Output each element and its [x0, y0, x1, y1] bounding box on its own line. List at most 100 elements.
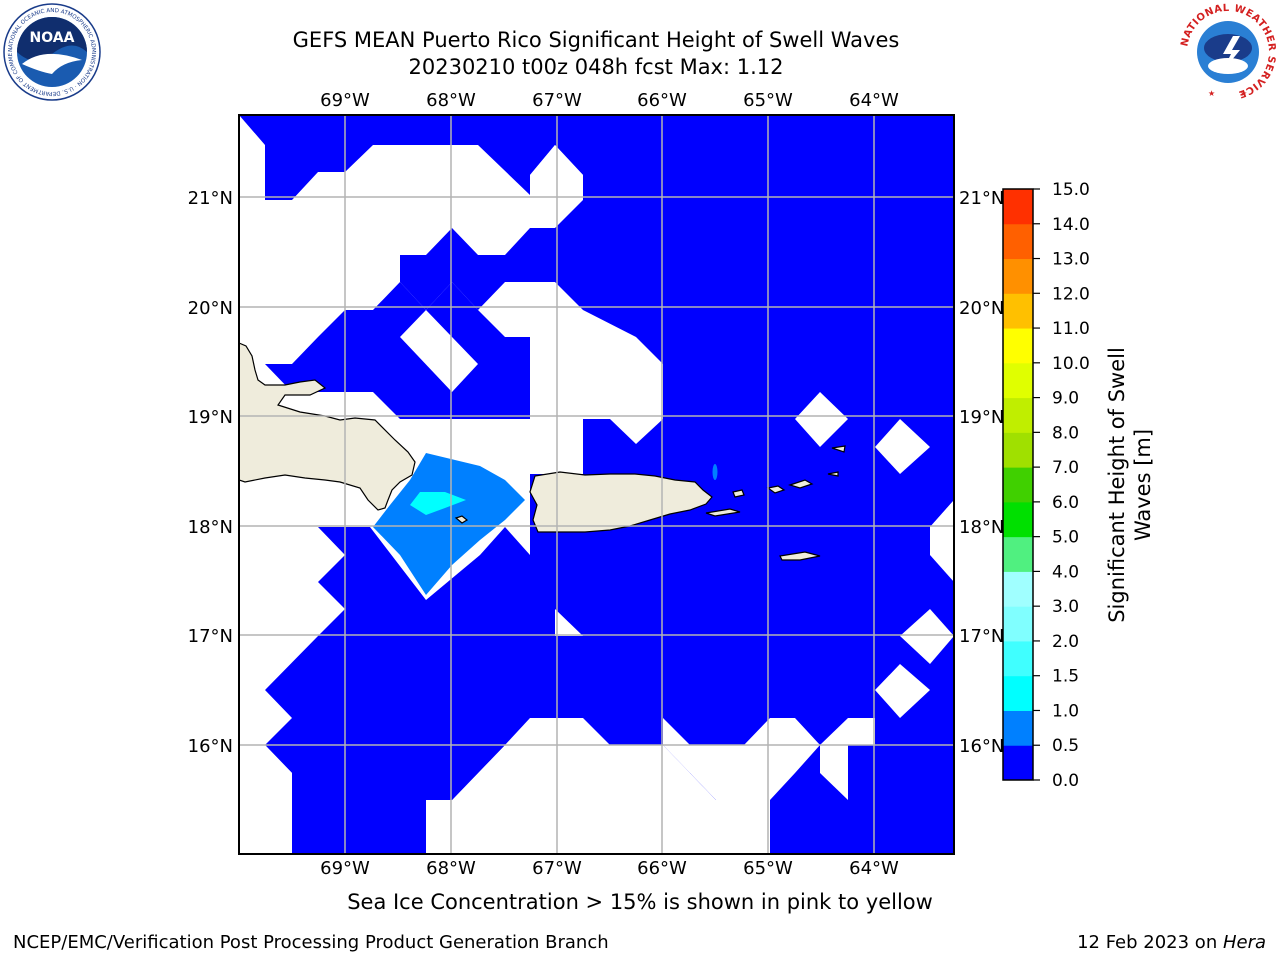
chart-subtitle: 20230210 t00z 048h fcst Max: 1.12: [408, 55, 784, 79]
lat-tick-right: 16°N: [959, 736, 1004, 757]
chart-title: GEFS MEAN Puerto Rico Significant Height…: [292, 28, 900, 52]
hole-2: [795, 392, 848, 447]
colorbar-tick-label: 11.0: [1052, 319, 1090, 339]
footer-date-text: 12 Feb 2023 on: [1077, 932, 1223, 953]
lat-tick-left: 18°N: [188, 517, 233, 538]
colorbar-tick-label: 7.0: [1052, 458, 1079, 478]
lon-tick-bottom: 64°W: [849, 858, 899, 879]
colorbar-title-line1: Significant Height of Swell: [1105, 347, 1129, 623]
gridlines: [239, 115, 954, 854]
vieques: [705, 508, 741, 517]
lon-tick-top: 69°W: [320, 90, 370, 111]
colorbar: 0.0 0.5 1.0 1.5 2.0 3.0 4.0 5.0 6.0 7.0 8.0 9.0 10.0…: [1002, 180, 1090, 791]
hole-13: [820, 718, 848, 800]
noaa-logo: NATIONAL OCEANIC AND ATMOSPHERIC ADMINIS…: [2, 2, 101, 101]
colorbar-segment: [1003, 606, 1033, 642]
noaa-logo-text: NOAA: [30, 30, 75, 46]
colorbar-segment: [1003, 745, 1033, 781]
lat-tick-left: 19°N: [188, 407, 233, 428]
colorbar-segment: [1003, 501, 1033, 538]
colorbar-tick-label: 0.0: [1052, 771, 1079, 791]
land-masses: [238, 342, 846, 561]
colorbar-segment: [1003, 223, 1033, 260]
st-john: [766, 485, 786, 494]
colorbar-tick-label: 9.0: [1052, 389, 1079, 409]
hole-12: [848, 718, 875, 745]
colorbar-segment: [1003, 467, 1033, 503]
colorbar-tick-label: 8.0: [1052, 423, 1079, 443]
colorbar-tick-label: 13.0: [1052, 250, 1090, 270]
colorbar-tick-label: 2.0: [1052, 632, 1079, 652]
colorbar-tick-label: 10.0: [1052, 354, 1090, 374]
hole-5: [875, 664, 930, 718]
swell-fill-0.5-1.0: [373, 453, 525, 595]
hispaniola: [238, 342, 416, 511]
colorbar-title-line2: Waves [m]: [1131, 429, 1155, 541]
colorbar-segment: [1003, 710, 1033, 746]
map-frame: [238, 114, 955, 855]
colorbar-frame: [1002, 188, 1034, 781]
lon-tick-bottom: 67°W: [532, 858, 582, 879]
lat-tick-right: 19°N: [959, 407, 1004, 428]
colorbar-title: Significant Height of Swell Waves [m]: [1105, 347, 1155, 623]
lat-tick-left: 16°N: [188, 736, 233, 757]
lat-ticks-right: 21°N 20°N 19°N 18°N 17°N 16°N: [959, 188, 1004, 757]
colorbar-tick-label: 6.0: [1052, 493, 1079, 513]
mona-island: [454, 515, 469, 524]
colorbar-tick-label: 1.5: [1052, 667, 1079, 687]
colorbar-segment: [1003, 571, 1033, 607]
footer-credit: NCEP/EMC/Verification Post Processing Pr…: [13, 932, 609, 953]
lat-tick-right: 18°N: [959, 517, 1004, 538]
lon-tick-top: 66°W: [637, 90, 687, 111]
colorbar-segment: [1003, 432, 1033, 468]
colorbar-tick-label: 15.0: [1052, 180, 1090, 200]
lat-tick-right: 17°N: [959, 626, 1004, 647]
hole-8: [239, 745, 292, 854]
lon-tick-top: 67°W: [532, 90, 582, 111]
lon-tick-bottom: 69°W: [320, 858, 370, 879]
colorbar-segment: [1003, 258, 1033, 294]
lon-tick-bottom: 68°W: [426, 858, 476, 879]
puerto-rico: [529, 471, 713, 533]
hole-11: [930, 500, 954, 582]
lon-ticks-bottom: 69°W 68°W 67°W 66°W 65°W 64°W: [320, 858, 899, 879]
nws-logo: NATIONAL WEATHER SERVICE ★ ★: [1179, 3, 1277, 100]
svg-text:★: ★: [1208, 89, 1215, 98]
colorbar-segment: [1003, 536, 1033, 572]
lat-tick-left: 20°N: [188, 298, 233, 319]
lat-ticks-left: 21°N 20°N 19°N 18°N 17°N 16°N: [188, 188, 233, 757]
colorbar-segment: [1003, 328, 1033, 364]
hole-4: [900, 609, 954, 664]
swell-fill-spot: [712, 464, 718, 480]
lon-tick-top: 68°W: [426, 90, 476, 111]
hole-1: [400, 310, 478, 392]
colorbar-segment: [1003, 397, 1033, 433]
sea-ice-caption: Sea Ice Concentration > 15% is shown in …: [347, 890, 933, 914]
colorbar-tick-label: 4.0: [1052, 562, 1079, 582]
lon-tick-bottom: 65°W: [743, 858, 793, 879]
hole-3: [875, 419, 930, 474]
colorbar-segment: [1003, 362, 1033, 399]
lon-tick-top: 65°W: [743, 90, 793, 111]
colorbar-segment: [1003, 640, 1033, 677]
lon-ticks-top: 69°W 68°W 67°W 66°W 65°W 64°W: [320, 90, 899, 111]
colorbar-tick-label: 1.0: [1052, 701, 1079, 721]
lat-tick-right: 21°N: [959, 188, 1004, 209]
colorbar-segment: [1003, 189, 1033, 225]
colorbar-tick-label: 12.0: [1052, 284, 1090, 304]
lat-tick-right: 20°N: [959, 298, 1004, 319]
footer-date: 12 Feb 2023 on Hera: [1077, 932, 1266, 953]
lon-tick-bottom: 66°W: [637, 858, 687, 879]
swell-fill-1.0-1.5: [410, 492, 466, 515]
hole-10: [663, 718, 820, 800]
swell-holes: [239, 115, 954, 854]
map-plot: [238, 114, 955, 855]
colorbar-segment: [1003, 293, 1033, 329]
st-croix: [779, 551, 821, 561]
anegada: [827, 471, 839, 477]
colorbar-segment: [1003, 675, 1033, 711]
footer-host: Hera: [1222, 932, 1266, 953]
colorbar-tick-label: 3.0: [1052, 597, 1079, 617]
hole-7: [239, 115, 265, 172]
lat-tick-left: 21°N: [188, 188, 233, 209]
